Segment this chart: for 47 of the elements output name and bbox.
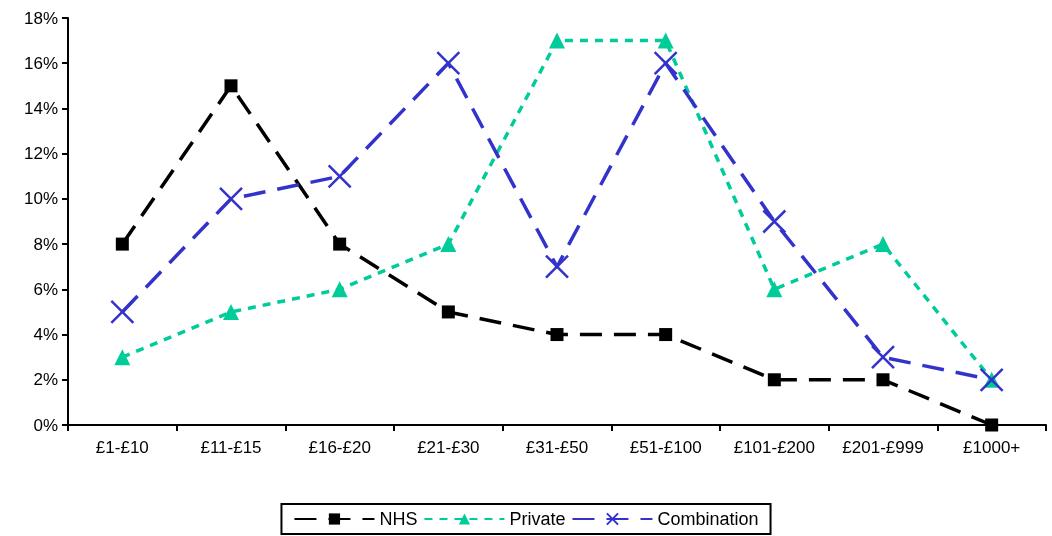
x-tick-label: £51-£100 [629,438,702,457]
x-tick-label: £16-£20 [308,438,371,457]
x-tick-label: £1-£10 [95,438,149,457]
y-tick-label: 8% [33,234,58,254]
point [985,418,999,432]
y-tick-label: 18% [23,8,58,28]
point [440,236,457,253]
point [331,281,348,298]
point [436,50,461,76]
y-tick-label: 12% [23,144,58,164]
x-tick-label: £21-£30 [417,438,480,457]
x-tick-label: £201-£999 [842,438,924,457]
point [224,79,238,93]
point [441,305,455,319]
x-tick-label: £11-£15 [200,438,262,457]
x-tick-label: £101-£200 [733,438,815,457]
point [657,32,674,49]
point [766,281,783,298]
point [223,303,239,320]
point [218,186,244,212]
point [876,373,890,387]
point [327,164,352,189]
y-tick-label: 14% [23,98,58,118]
point [110,299,135,325]
point [333,237,347,251]
y-tick-label: 0% [33,415,58,435]
x-tick-label: £31-£50 [525,438,589,457]
point [870,344,896,370]
point [114,349,131,366]
legend-label: Combination [657,509,759,529]
point [875,236,891,253]
point [115,237,129,251]
y-tick-label: 16% [23,53,58,73]
point [544,254,570,279]
y-tick-label: 4% [33,325,58,345]
point [659,328,673,342]
y-tick-label: 6% [33,279,58,299]
x-tick-label: £1000+ [963,438,1021,457]
point [762,209,787,234]
legend-label: NHS [379,509,418,529]
y-tick-label: 10% [23,189,58,209]
point [549,32,565,49]
point [550,328,564,342]
point [767,373,781,387]
y-tick-label: 2% [33,370,58,390]
point [653,50,678,76]
legend-label: Private [509,509,566,529]
